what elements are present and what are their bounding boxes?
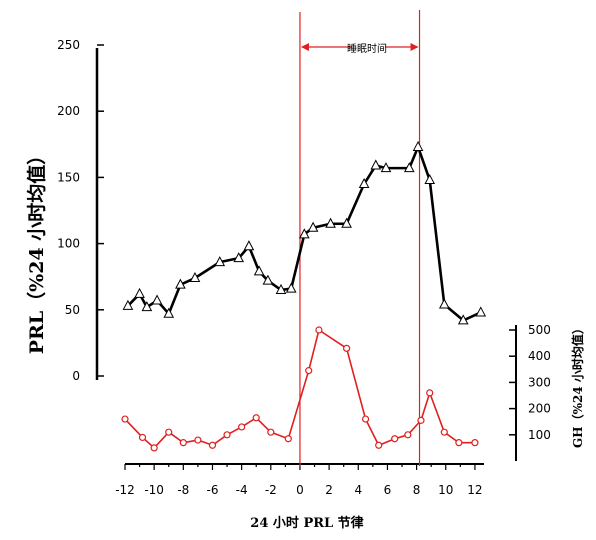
y-left-tick-label: 50 (65, 303, 80, 317)
gh-point (179, 439, 187, 447)
gh-point (238, 423, 246, 431)
prl-point (370, 159, 382, 170)
x-tick-label: 2 (325, 483, 333, 497)
x-tick-label: 12 (467, 483, 482, 497)
x-tick-label: -12 (115, 483, 135, 497)
prl-point (325, 217, 336, 228)
gh-point (417, 416, 425, 424)
gh-point (194, 436, 202, 444)
y-right-tick-label: 100 (528, 428, 551, 442)
gh-point (375, 441, 383, 449)
prl-series (122, 140, 487, 325)
gh-point (150, 444, 158, 452)
gh-point (343, 344, 351, 352)
sleep-arrow-head-left (300, 43, 309, 51)
prl-point (412, 140, 424, 151)
prl-point (262, 274, 274, 285)
gh-point (361, 415, 370, 423)
y-left-tick-label: 100 (57, 237, 80, 251)
gh-point (440, 428, 448, 436)
prl-point (358, 177, 370, 189)
y-axis-left-ticks: 0 50 100 150 200 250 (57, 38, 104, 383)
gh-point (208, 441, 217, 449)
sleep-arrow-head-right (410, 43, 419, 51)
prl-point (457, 314, 469, 325)
x-tick-label: -2 (265, 483, 277, 497)
gh-point (252, 414, 260, 422)
series-layer (121, 140, 487, 452)
gh-point (284, 435, 292, 443)
gh-point (223, 431, 231, 439)
prl-point (253, 265, 265, 276)
gh-point (165, 428, 173, 436)
y-axis-right-ticks: 100 200 300 400 500 (509, 323, 551, 442)
x-axis-title: 24 小时 PRL 节律 (250, 515, 363, 531)
prl-point (403, 162, 415, 173)
prl-point (141, 301, 153, 312)
gh-point (471, 439, 479, 447)
y-axis-right-title: GH（%24 小时均值） (570, 322, 585, 448)
y-right-tick-label: 300 (528, 375, 551, 389)
x-tick-label: -6 (206, 483, 218, 497)
x-tick-label: 4 (354, 483, 362, 497)
x-tick-label: -10 (144, 483, 164, 497)
prl-point (243, 240, 255, 251)
sleep-period-arrow (300, 43, 419, 51)
prl-point (275, 283, 287, 294)
gh-point (391, 435, 399, 443)
prl-point (424, 173, 436, 185)
prl-point (175, 278, 186, 289)
y-left-tick-label: 150 (57, 170, 80, 184)
sleep-period-label: 睡眠时间 (347, 42, 387, 55)
y-left-tick-label: 250 (57, 38, 80, 52)
y-left-tick-label: 0 (72, 369, 80, 383)
y-left-tick-label: 200 (57, 104, 80, 118)
gh-point (455, 439, 463, 447)
prl-point (285, 282, 297, 293)
gh-point (121, 415, 129, 423)
prl-point (151, 294, 163, 305)
x-axis-ticks: -12 -10 -8 -6 -4 -2 0 2 4 6 8 10 12 (115, 464, 483, 497)
gh-point (267, 428, 275, 436)
prl-point (233, 252, 245, 263)
gh-point (305, 367, 313, 375)
prl-point (163, 307, 175, 318)
prl-point (307, 221, 319, 232)
x-tick-label: -8 (177, 483, 189, 497)
prl-point (134, 287, 145, 298)
gh-series (121, 326, 479, 452)
y-right-tick-label: 500 (528, 323, 551, 337)
x-tick-label: 10 (438, 483, 453, 497)
prl-point (341, 217, 352, 228)
prl-point (189, 271, 201, 283)
gh-point (315, 326, 323, 334)
gh-point (404, 431, 412, 439)
gh-point (426, 389, 434, 397)
y-right-tick-label: 400 (528, 349, 551, 363)
x-tick-label: 0 (296, 483, 304, 497)
prl-point (214, 256, 226, 267)
x-tick-label: 6 (384, 483, 392, 497)
prl-point (380, 162, 392, 173)
x-tick-label: 8 (413, 483, 421, 497)
x-tick-label: -4 (236, 483, 248, 497)
gh-point (138, 433, 147, 442)
prl-point (122, 299, 134, 310)
prl-point (438, 298, 450, 309)
prl-point (475, 306, 487, 317)
y-axis-left-title: PRL（%24 小时均值） (25, 146, 48, 355)
y-right-tick-label: 200 (528, 402, 551, 416)
prl-point (299, 228, 310, 239)
